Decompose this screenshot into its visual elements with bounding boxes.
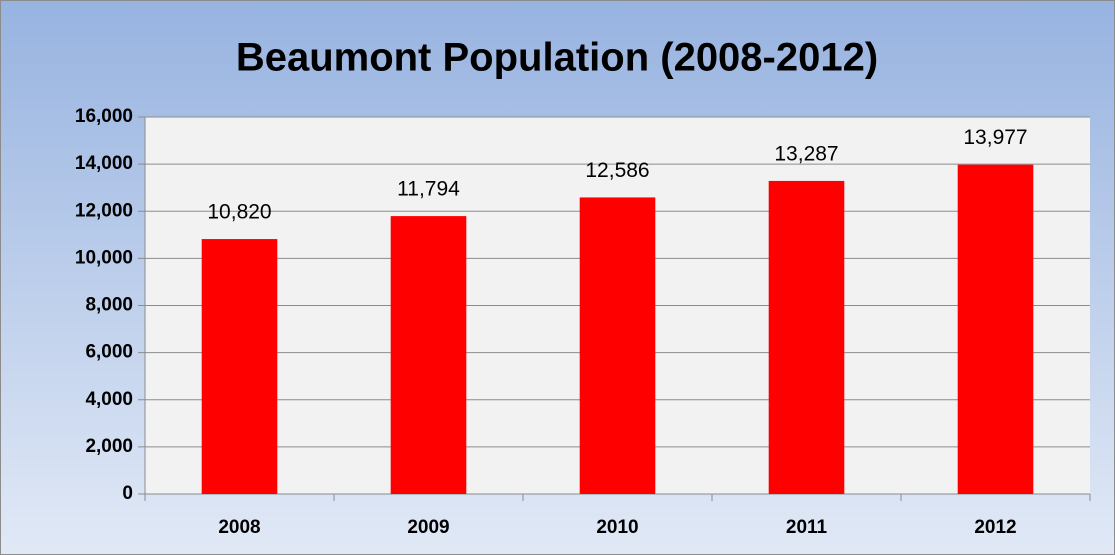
data-label: 10,820 bbox=[207, 201, 271, 224]
x-tick-label: 2011 bbox=[786, 517, 828, 538]
y-tick-label: 10,000 bbox=[75, 247, 133, 268]
y-tick-label: 14,000 bbox=[75, 153, 133, 174]
y-tick-label: 6,000 bbox=[85, 342, 133, 363]
bar bbox=[390, 216, 467, 494]
data-label: 13,287 bbox=[774, 142, 838, 165]
bar bbox=[768, 180, 845, 495]
data-label: 13,977 bbox=[963, 126, 1027, 149]
bar bbox=[957, 164, 1034, 494]
data-label: 11,794 bbox=[397, 178, 460, 201]
y-tick-label: 12,000 bbox=[75, 200, 133, 221]
y-tick-label: 16,000 bbox=[75, 106, 133, 127]
x-tick-label: 2012 bbox=[974, 517, 1016, 538]
y-tick-label: 2,000 bbox=[85, 436, 133, 457]
y-tick-label: 4,000 bbox=[85, 389, 133, 410]
bar bbox=[201, 239, 278, 494]
x-tick-label: 2009 bbox=[407, 517, 449, 538]
data-label: 12,586 bbox=[585, 159, 649, 182]
chart-title: Beaumont Population (2008-2012) bbox=[236, 36, 878, 80]
x-tick-label: 2008 bbox=[218, 517, 260, 538]
x-tick-label: 2010 bbox=[596, 517, 638, 538]
bar bbox=[579, 197, 656, 494]
y-tick-label: 8,000 bbox=[85, 295, 133, 316]
y-tick-label: 0 bbox=[122, 483, 133, 504]
